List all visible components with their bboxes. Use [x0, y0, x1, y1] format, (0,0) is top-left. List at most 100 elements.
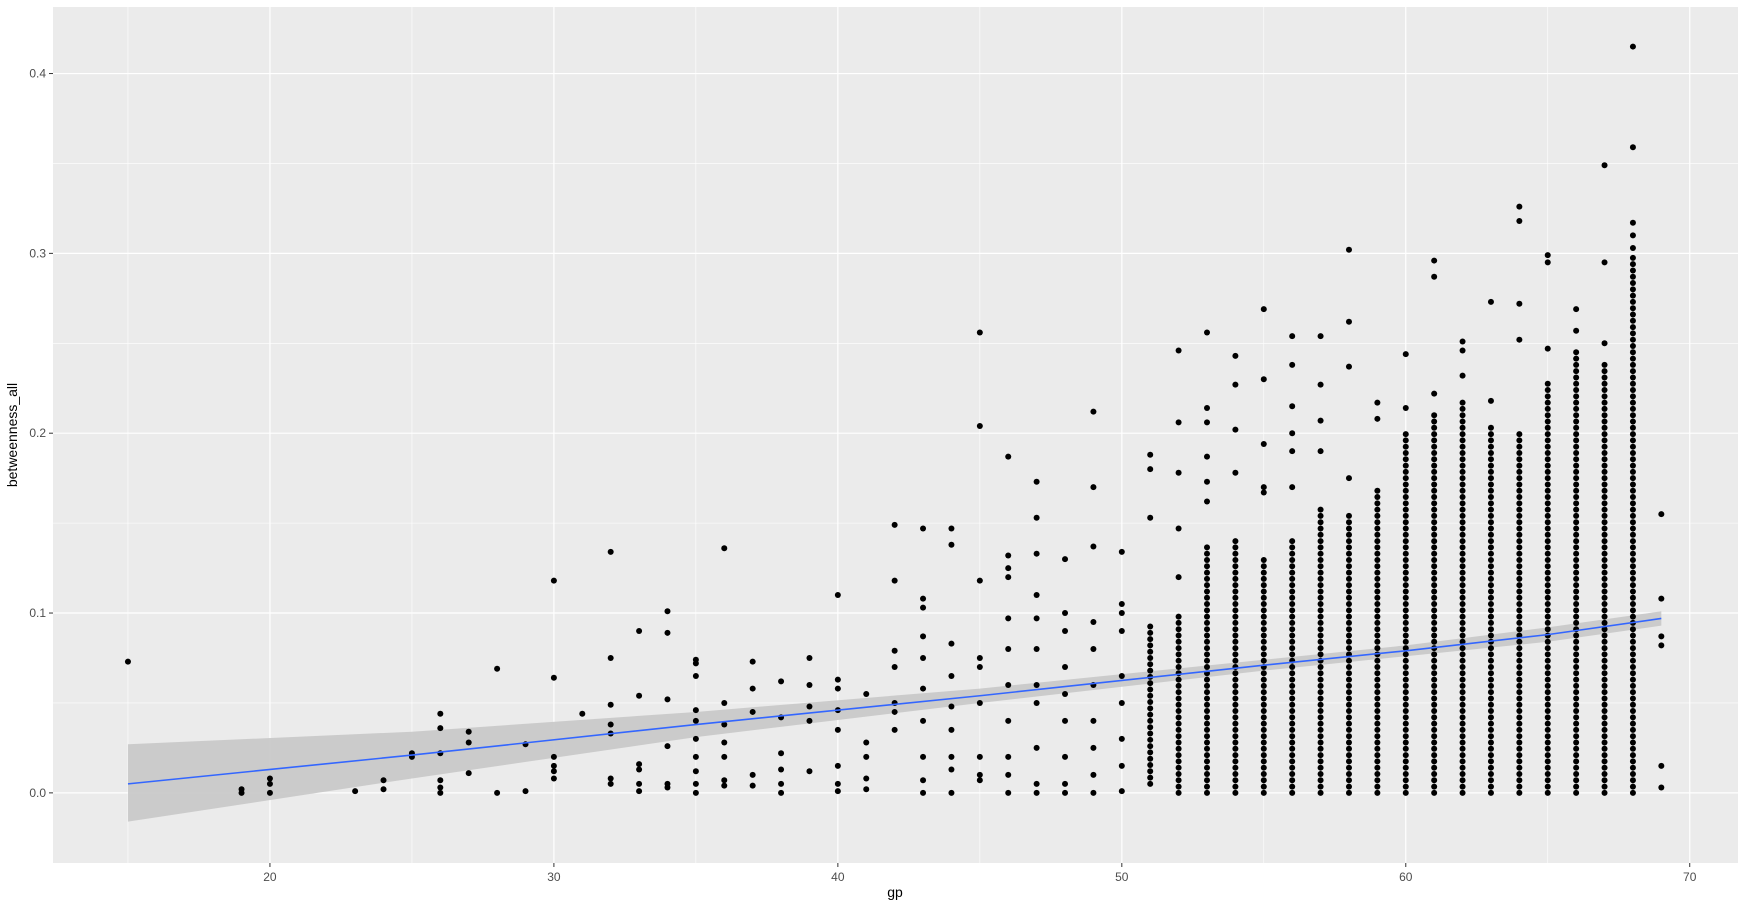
data-point	[1402, 720, 1409, 727]
data-point	[1317, 417, 1324, 424]
data-point	[1629, 588, 1636, 595]
y-tick-label: 0.3	[29, 246, 46, 260]
data-point	[1459, 500, 1466, 507]
data-point	[1573, 531, 1580, 538]
data-point	[948, 640, 955, 647]
data-point	[1345, 695, 1352, 702]
data-point	[1374, 739, 1381, 746]
data-point	[1232, 619, 1239, 626]
data-point	[1345, 645, 1352, 652]
data-point	[1260, 695, 1267, 702]
data-point	[1175, 726, 1182, 733]
data-point	[124, 658, 131, 665]
data-point	[1345, 720, 1352, 727]
data-point	[1147, 743, 1154, 750]
data-point	[1175, 638, 1182, 645]
data-point	[1175, 745, 1182, 752]
data-point	[1629, 387, 1636, 394]
data-point	[1459, 494, 1466, 501]
data-point	[1544, 481, 1551, 488]
data-point	[1431, 594, 1438, 601]
data-point	[1629, 783, 1636, 790]
data-point	[636, 780, 643, 787]
data-point	[1090, 619, 1097, 626]
data-point	[1260, 758, 1267, 765]
data-point	[1204, 632, 1211, 639]
data-point	[1487, 563, 1494, 570]
data-point	[1317, 682, 1324, 689]
data-point	[1374, 714, 1381, 721]
data-point	[1573, 556, 1580, 563]
data-point	[976, 329, 983, 336]
data-point	[1601, 569, 1608, 576]
data-point	[1374, 588, 1381, 595]
data-point	[1573, 745, 1580, 752]
data-point	[778, 780, 785, 787]
data-point	[1544, 418, 1551, 425]
data-point	[1345, 594, 1352, 601]
data-point	[1573, 412, 1580, 419]
data-point	[1487, 397, 1494, 404]
data-point	[1374, 632, 1381, 639]
data-point	[1260, 484, 1267, 491]
data-point	[1459, 657, 1466, 664]
data-point	[1516, 764, 1523, 771]
data-point	[1431, 273, 1438, 280]
data-point	[1516, 336, 1523, 343]
data-point	[1260, 657, 1267, 664]
data-point	[1601, 380, 1608, 387]
data-point	[1232, 726, 1239, 733]
data-point	[1487, 468, 1494, 475]
data-point	[806, 654, 813, 661]
data-point	[1374, 689, 1381, 696]
data-point	[1402, 777, 1409, 784]
data-point	[1544, 525, 1551, 532]
data-point	[1147, 730, 1154, 737]
data-point	[1516, 462, 1523, 469]
data-point	[1260, 594, 1267, 601]
data-point	[1573, 789, 1580, 796]
data-point	[1345, 670, 1352, 677]
data-point	[1147, 724, 1154, 731]
data-point	[891, 708, 898, 715]
data-point	[1544, 676, 1551, 683]
data-point	[778, 789, 785, 796]
data-point	[1459, 468, 1466, 475]
data-point	[1487, 494, 1494, 501]
data-point	[1175, 469, 1182, 476]
data-point	[1629, 745, 1636, 752]
data-point	[1516, 758, 1523, 765]
data-point	[806, 681, 813, 688]
data-point	[1544, 462, 1551, 469]
y-tick-label: 0.1	[29, 606, 46, 620]
data-point	[1402, 594, 1409, 601]
data-point	[1431, 607, 1438, 614]
data-point	[1573, 714, 1580, 721]
data-point	[1345, 588, 1352, 595]
data-point	[1317, 569, 1324, 576]
data-point	[1033, 592, 1040, 599]
data-point	[1317, 512, 1324, 519]
data-point	[1459, 544, 1466, 551]
data-point	[1629, 525, 1636, 532]
data-point	[1629, 298, 1636, 305]
data-point	[1629, 613, 1636, 620]
data-point	[1147, 755, 1154, 762]
data-point	[1459, 752, 1466, 759]
data-point	[1516, 613, 1523, 620]
data-point	[749, 708, 756, 715]
data-point	[1601, 487, 1608, 494]
data-points	[124, 43, 1665, 796]
data-point	[1629, 399, 1636, 406]
data-point	[920, 595, 927, 602]
data-point	[1459, 689, 1466, 696]
data-point	[1289, 701, 1296, 708]
data-point	[1516, 519, 1523, 526]
data-point	[1374, 519, 1381, 526]
data-point	[1317, 645, 1324, 652]
data-point	[1544, 431, 1551, 438]
data-point	[607, 701, 614, 708]
data-point	[1345, 544, 1352, 551]
data-point	[1345, 783, 1352, 790]
data-point	[1289, 484, 1296, 491]
